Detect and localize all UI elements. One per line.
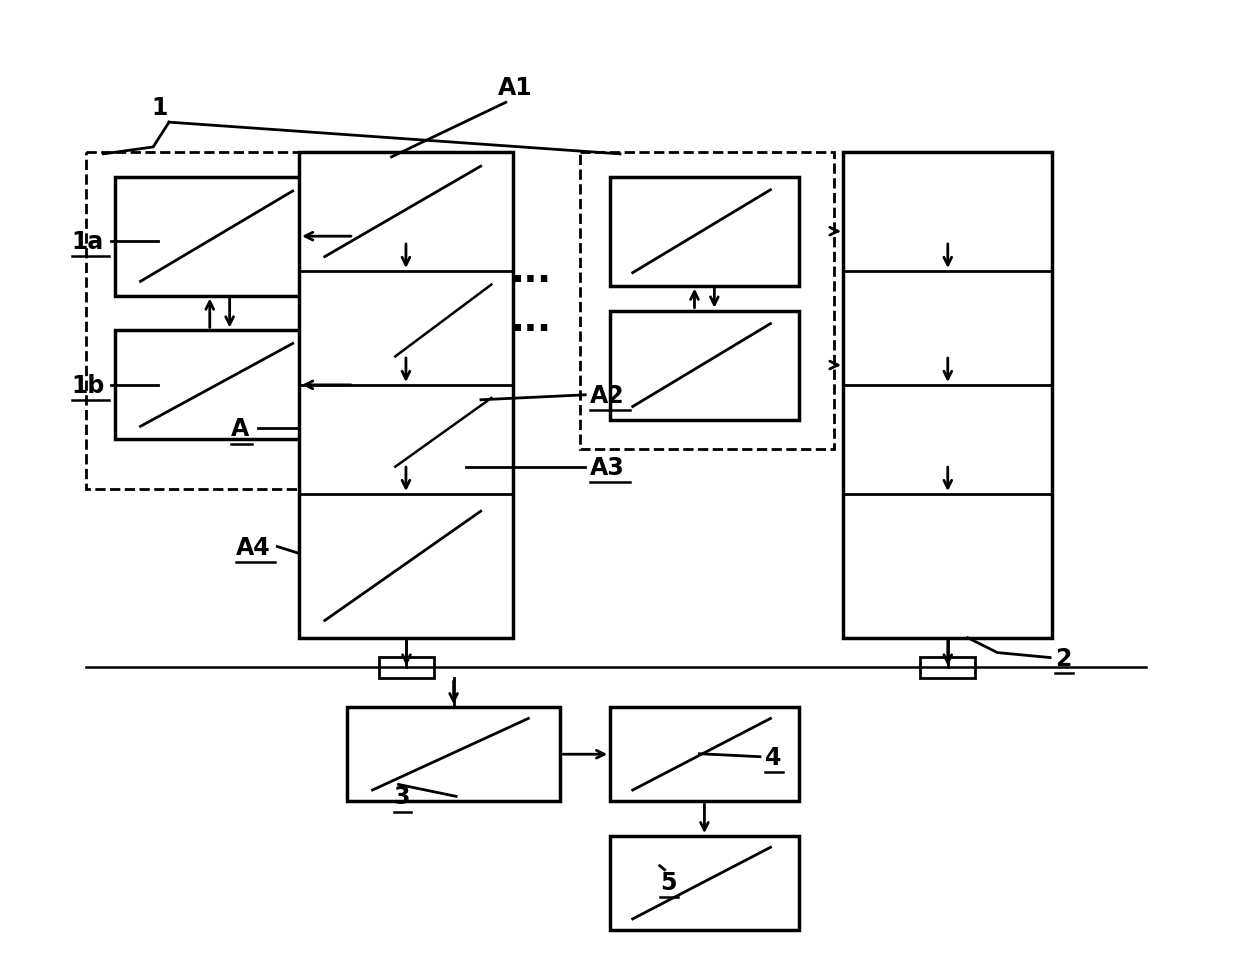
Text: 1: 1: [151, 96, 167, 120]
Text: 3: 3: [394, 784, 410, 809]
Text: A4: A4: [235, 535, 270, 559]
Text: A3: A3: [590, 456, 624, 479]
Bar: [580, 153, 834, 450]
Text: ...: ...: [510, 254, 551, 289]
Bar: [115, 331, 325, 440]
Bar: [610, 836, 799, 930]
Bar: [610, 311, 799, 421]
Text: 4: 4: [764, 745, 782, 769]
Text: 5: 5: [659, 869, 676, 894]
Text: A: A: [230, 416, 249, 440]
Text: 1b: 1b: [72, 374, 105, 397]
Bar: [115, 177, 325, 296]
Text: ...: ...: [510, 304, 551, 338]
Bar: [610, 707, 799, 802]
Bar: [610, 177, 799, 287]
Bar: [85, 153, 354, 490]
Bar: [921, 657, 975, 679]
Text: A2: A2: [590, 383, 624, 408]
Text: A1: A1: [498, 76, 533, 101]
Text: 1a: 1a: [72, 230, 104, 254]
Bar: [347, 707, 560, 802]
Bar: [299, 153, 513, 638]
Bar: [379, 657, 434, 679]
Bar: [844, 153, 1052, 638]
Text: 2: 2: [1056, 645, 1072, 670]
